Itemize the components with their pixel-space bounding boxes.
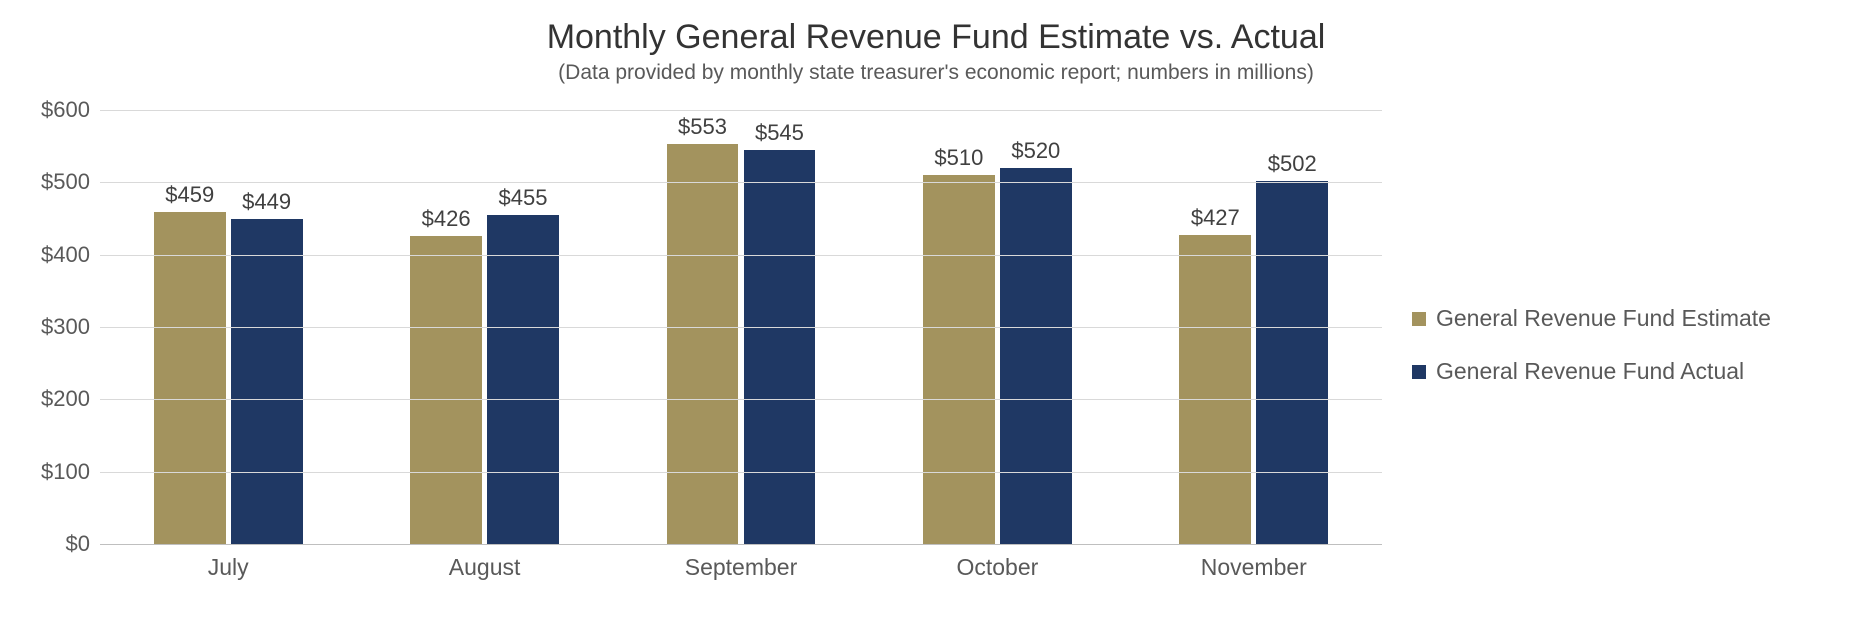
bar: $449	[231, 219, 303, 544]
bar: $427	[1179, 235, 1251, 544]
bar-value-label: $553	[667, 114, 739, 140]
bar: $510	[923, 175, 995, 544]
bar-value-label: $427	[1179, 205, 1251, 231]
y-tick-label: $500	[41, 169, 90, 195]
bar-value-label: $520	[1000, 138, 1072, 164]
x-tick-label: September	[685, 554, 798, 581]
legend-swatch	[1412, 365, 1426, 379]
legend-item: General Revenue Fund Estimate	[1412, 305, 1842, 332]
bar: $553	[667, 144, 739, 544]
axis-baseline	[100, 544, 1382, 545]
chart-container: Monthly General Revenue Fund Estimate vs…	[0, 0, 1872, 620]
y-tick-label: $200	[41, 386, 90, 412]
y-tick-label: $600	[41, 97, 90, 123]
bar: $502	[1256, 181, 1328, 544]
bar-value-label: $510	[923, 145, 995, 171]
chart-subtitle: (Data provided by monthly state treasure…	[0, 61, 1872, 85]
plot-area: $459$449$426$455$553$545$510$520$427$502…	[100, 110, 1382, 580]
y-axis: $0$100$200$300$400$500$600	[0, 110, 100, 580]
grid-line	[100, 110, 1382, 111]
grid-line	[100, 399, 1382, 400]
x-tick-label: August	[449, 554, 521, 581]
bar: $426	[410, 236, 482, 544]
x-axis-labels: July August September October November	[100, 544, 1382, 584]
bar-value-label: $449	[231, 189, 303, 215]
x-tick-label: November	[1201, 554, 1307, 581]
bar-value-label: $545	[744, 120, 816, 146]
bar-value-label: $459	[154, 182, 226, 208]
grid-line	[100, 255, 1382, 256]
chart-titles: Monthly General Revenue Fund Estimate vs…	[0, 0, 1872, 85]
y-tick-label: $100	[41, 459, 90, 485]
y-tick-label: $400	[41, 242, 90, 268]
y-tick-label: $300	[41, 314, 90, 340]
legend-item: General Revenue Fund Actual	[1412, 358, 1842, 385]
x-tick-label: July	[208, 554, 249, 581]
bar-value-label: $426	[410, 206, 482, 232]
bar-value-label: $502	[1256, 151, 1328, 177]
legend-label: General Revenue Fund Estimate	[1436, 305, 1771, 332]
grid-line	[100, 182, 1382, 183]
plot-row: $0$100$200$300$400$500$600 $459$449$426$…	[0, 110, 1872, 580]
bar: $545	[744, 150, 816, 544]
legend-label: General Revenue Fund Actual	[1436, 358, 1744, 385]
bar: $459	[154, 212, 226, 544]
bar: $455	[487, 215, 559, 544]
bar: $520	[1000, 168, 1072, 544]
bar-value-label: $455	[487, 185, 559, 211]
grid-line	[100, 327, 1382, 328]
legend: General Revenue Fund Estimate General Rev…	[1392, 110, 1872, 580]
x-tick-label: October	[956, 554, 1038, 581]
y-tick-label: $0	[66, 531, 90, 557]
chart-title: Monthly General Revenue Fund Estimate vs…	[0, 18, 1872, 57]
legend-swatch	[1412, 312, 1426, 326]
grid-line	[100, 472, 1382, 473]
bars-layer: $459$449$426$455$553$545$510$520$427$502	[100, 110, 1382, 580]
